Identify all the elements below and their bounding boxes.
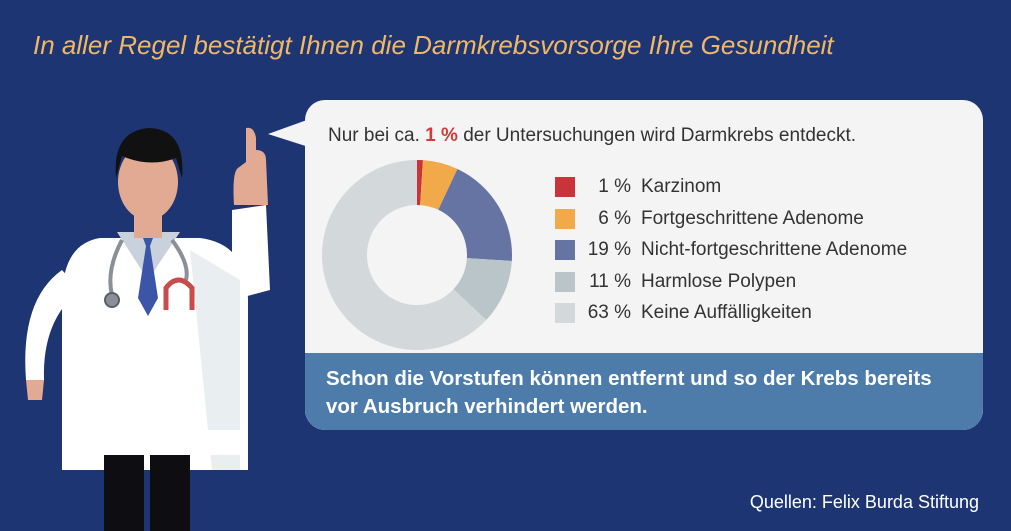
donut-slice-2 (438, 169, 512, 261)
stethoscope-earpieces (163, 277, 195, 310)
doctor-illustration (25, 127, 270, 531)
legend-value: 19 % (587, 239, 631, 260)
chart-legend: 1 % Karzinom 6 % Fortgeschrittene Adenome 19… (555, 174, 907, 332)
legend-label: Keine Auffälligkeiten (641, 302, 812, 323)
headline: In aller Regel bestätigt Ihnen die Darmk… (33, 30, 834, 60)
legend-item: 19 % Nicht-fortgeschrittene Adenome (555, 237, 907, 263)
donut-slice-3 (453, 258, 512, 321)
tie (138, 238, 158, 316)
hair (115, 128, 183, 178)
intro-text: Nur bei ca. 1 % der Untersuchungen wird … (328, 125, 856, 147)
legend-swatch (555, 271, 575, 292)
donut-slice-1 (420, 160, 458, 210)
legend-label: Harmlose Polypen (641, 270, 797, 292)
donut-chart (322, 160, 512, 350)
intro-suffix: der Untersuchungen wird Darmkrebs entdec… (463, 125, 857, 146)
donut-slice-4 (322, 160, 487, 350)
legend-value: 1 % (598, 176, 631, 197)
stethoscope-tube (108, 239, 124, 296)
head (118, 144, 178, 220)
legend-item: 6 % Fortgeschrittene Adenome (555, 206, 907, 232)
legend-label: Karzinom (641, 176, 722, 197)
source-credit: Quellen: Felix Burda Stiftung (749, 492, 979, 512)
legend-swatch (555, 240, 575, 260)
stethoscope-chestpiece (104, 292, 120, 308)
legend-value: 63 % (587, 302, 631, 323)
legend-label: Fortgeschrittene Adenome (641, 207, 864, 229)
legend-item: 1 % Karzinom (555, 174, 907, 200)
donut-slice-0 (417, 160, 423, 206)
legend-swatch (555, 177, 575, 197)
raised-hand (233, 127, 268, 205)
legend-label: Nicht-fortgeschrittene Adenome (641, 239, 908, 260)
legend-item: 63 % Keine Auffälligkeiten (555, 300, 907, 326)
left-leg (104, 440, 144, 531)
footer-band (305, 353, 983, 430)
legend-value: 11 % (589, 270, 631, 292)
legend-value: 6 % (598, 207, 631, 229)
legend-item: 11 % Harmlose Polypen (555, 269, 907, 295)
legend-swatch (555, 208, 575, 229)
intro-prefix: Nur bei ca. (328, 125, 420, 146)
right-leg (150, 440, 190, 531)
footer-message: Schon die Vorstufen können entfernt und … (326, 367, 932, 418)
intro-highlight: 1 % (425, 125, 458, 146)
legend-swatch (555, 303, 575, 323)
left-hand (26, 380, 44, 400)
left-arm-sleeve (25, 270, 80, 380)
